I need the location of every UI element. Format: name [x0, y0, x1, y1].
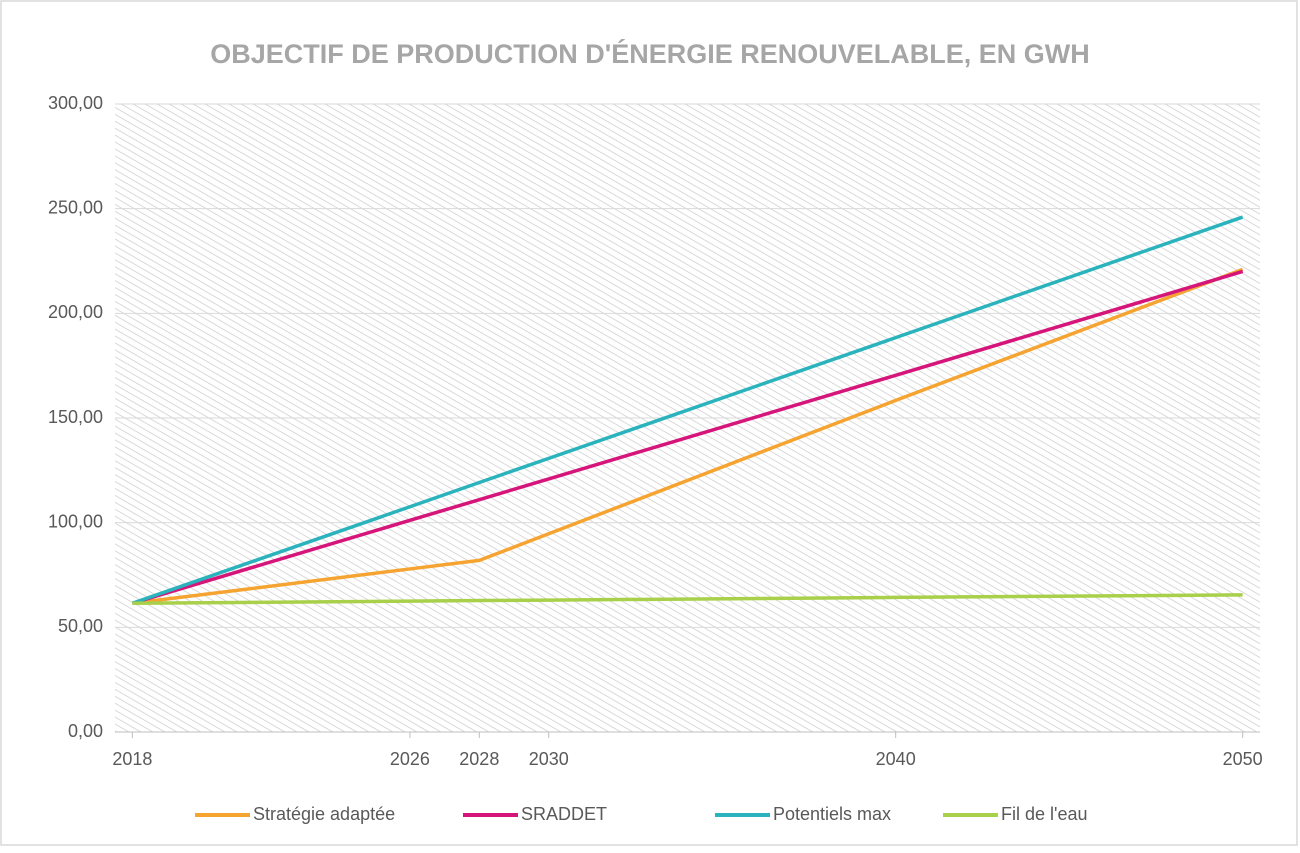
legend-label: Stratégie adaptée	[253, 804, 395, 824]
y-tick-label: 50,00	[58, 616, 103, 636]
x-tick-label: 2040	[876, 749, 916, 769]
y-tick-label: 0,00	[68, 721, 103, 741]
chart-title: OBJECTIF DE PRODUCTION D'ÉNERGIE RENOUVE…	[210, 38, 1089, 69]
legend-label: Fil de l'eau	[1001, 804, 1087, 824]
y-tick-label: 300,00	[48, 93, 103, 113]
x-tick-label: 2026	[390, 749, 430, 769]
y-tick-label: 100,00	[48, 511, 103, 531]
x-tick-label: 2028	[459, 749, 499, 769]
series-line	[132, 593, 1243, 606]
series-line	[132, 267, 1244, 605]
y-tick-label: 200,00	[48, 302, 103, 322]
series-line	[131, 215, 1244, 605]
y-tick-label: 150,00	[48, 407, 103, 427]
legend-label: SRADDET	[521, 804, 607, 824]
y-tick-label: 250,00	[48, 197, 103, 217]
series-line	[131, 269, 1244, 605]
legend-label: Potentiels max	[773, 804, 891, 824]
x-tick-label: 2018	[112, 749, 152, 769]
x-tick-label: 2050	[1223, 749, 1263, 769]
x-tick-label: 2030	[529, 749, 569, 769]
